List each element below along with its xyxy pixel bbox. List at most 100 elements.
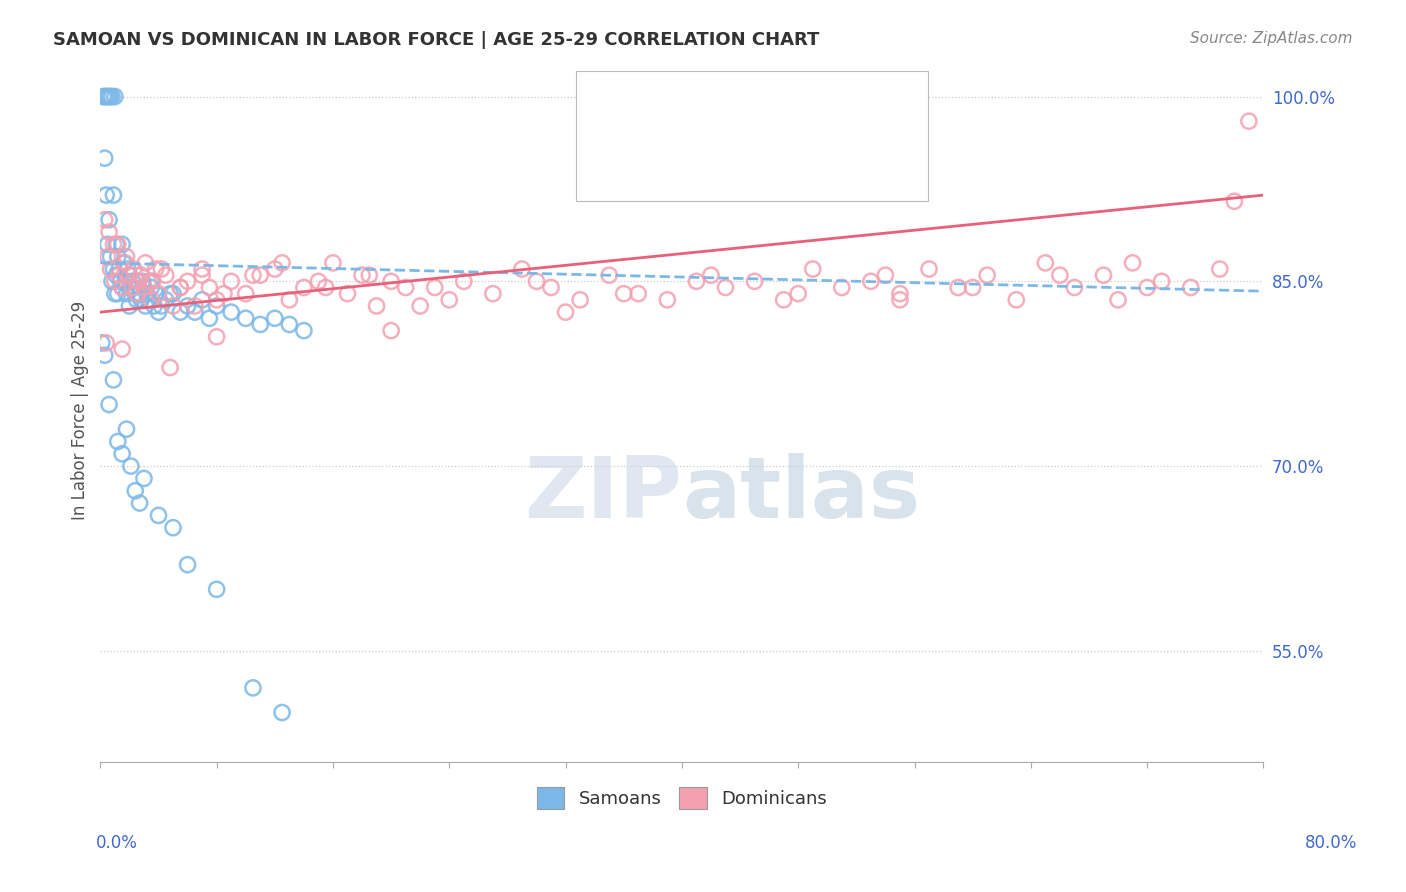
Point <box>125 293 148 307</box>
Point <box>482 286 505 301</box>
Point <box>1005 293 1028 307</box>
Point <box>1033 256 1056 270</box>
Point <box>93 89 115 103</box>
Point <box>105 237 128 252</box>
Point <box>100 262 122 277</box>
Point <box>125 286 148 301</box>
Point <box>93 348 115 362</box>
Point <box>336 286 359 301</box>
Point <box>235 286 257 301</box>
Point <box>141 293 163 307</box>
Point <box>107 250 129 264</box>
Point <box>613 286 636 301</box>
Point <box>142 274 165 288</box>
Point <box>219 274 242 288</box>
Point <box>510 262 533 277</box>
Point <box>380 274 402 288</box>
Point <box>145 286 167 301</box>
Point <box>219 305 242 319</box>
Point <box>627 286 650 301</box>
Point <box>159 360 181 375</box>
Point <box>242 681 264 695</box>
Point <box>148 286 170 301</box>
Point <box>136 274 159 288</box>
Point <box>169 280 191 294</box>
Point <box>132 280 155 294</box>
Point <box>700 268 723 282</box>
Point <box>100 89 122 103</box>
Point <box>97 250 120 264</box>
Point <box>91 89 114 103</box>
Point <box>744 274 766 288</box>
Point <box>98 212 121 227</box>
Point <box>801 262 824 277</box>
Point <box>96 335 118 350</box>
Point <box>205 330 228 344</box>
Point <box>1092 268 1115 282</box>
Point <box>117 262 139 277</box>
Point <box>150 262 173 277</box>
Point <box>292 280 315 294</box>
Point <box>292 324 315 338</box>
Point <box>322 256 344 270</box>
Point <box>93 212 115 227</box>
Point <box>278 318 301 332</box>
Point <box>831 280 853 294</box>
Point <box>1063 280 1085 294</box>
Point <box>159 286 181 301</box>
Point <box>111 342 134 356</box>
Point <box>122 280 145 294</box>
Point <box>96 89 118 103</box>
Point <box>554 305 576 319</box>
Point <box>111 280 134 294</box>
Point <box>148 508 170 523</box>
Point <box>127 274 149 288</box>
Point <box>124 286 146 301</box>
Point <box>127 274 149 288</box>
Text: R =: R = <box>630 101 666 119</box>
Point <box>145 262 167 277</box>
Point <box>184 305 207 319</box>
Point <box>409 299 432 313</box>
Point <box>132 280 155 294</box>
Point <box>380 324 402 338</box>
Point <box>569 293 592 307</box>
Point <box>191 268 214 282</box>
Point <box>98 89 121 103</box>
Point <box>108 268 131 282</box>
Point <box>184 299 207 313</box>
Text: N=: N= <box>745 101 772 119</box>
Point <box>112 256 135 270</box>
Point <box>162 299 184 313</box>
Point <box>1049 268 1071 282</box>
Point <box>155 293 177 307</box>
Point <box>1180 280 1202 294</box>
Point <box>111 280 134 294</box>
Point <box>191 293 214 307</box>
Text: 80.0%: 80.0% <box>1305 834 1357 852</box>
Point <box>198 311 221 326</box>
Point <box>205 293 228 307</box>
Point <box>111 237 134 252</box>
Point <box>976 268 998 282</box>
Point <box>98 398 121 412</box>
Point <box>198 280 221 294</box>
Point <box>271 706 294 720</box>
Point <box>395 280 418 294</box>
Point <box>134 256 156 270</box>
Point <box>191 262 214 277</box>
Text: SAMOAN VS DOMINICAN IN LABOR FORCE | AGE 25-29 CORRELATION CHART: SAMOAN VS DOMINICAN IN LABOR FORCE | AGE… <box>53 31 820 49</box>
Text: Source: ZipAtlas.com: Source: ZipAtlas.com <box>1189 31 1353 46</box>
Point <box>110 274 132 288</box>
Point <box>946 280 969 294</box>
Point <box>90 335 112 350</box>
Point <box>128 496 150 510</box>
Point <box>366 299 388 313</box>
Point <box>439 293 461 307</box>
Point <box>540 280 562 294</box>
Y-axis label: In Labor Force | Age 25-29: In Labor Force | Age 25-29 <box>72 301 89 520</box>
Point <box>115 286 138 301</box>
Point <box>657 293 679 307</box>
Point <box>155 268 177 282</box>
Point <box>1122 256 1144 270</box>
